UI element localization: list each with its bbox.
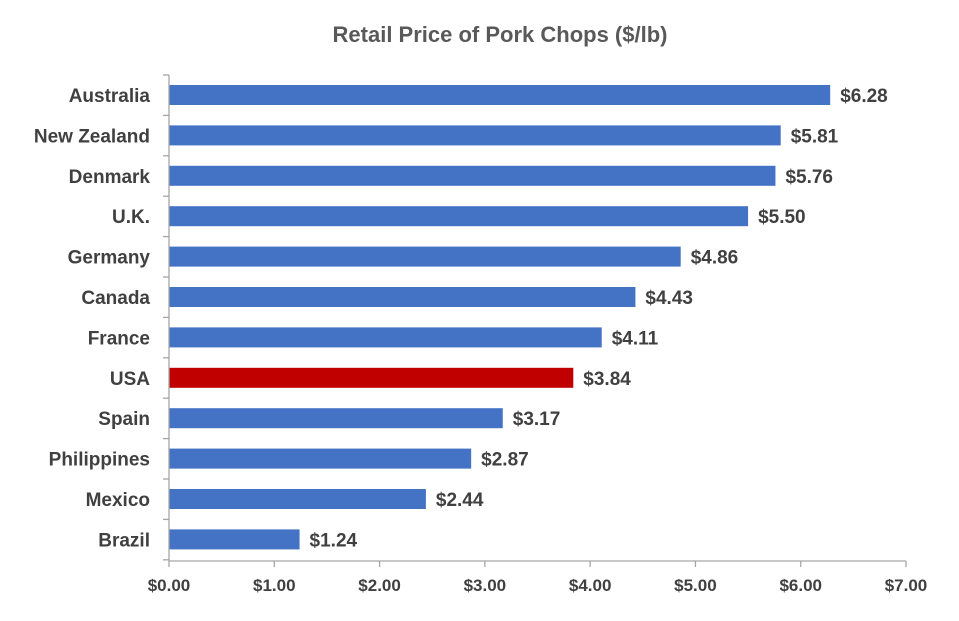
value-label-new-zealand: $5.81 xyxy=(791,126,839,147)
bar-germany xyxy=(169,246,681,267)
value-label-france: $4.11 xyxy=(612,328,659,349)
x-tick-label: $3.00 xyxy=(464,576,507,595)
bar-france xyxy=(169,327,602,348)
bar-brazil xyxy=(169,529,300,550)
value-label-germany: $4.86 xyxy=(691,248,739,269)
bar-philippines xyxy=(169,448,472,469)
category-label-denmark: Denmark xyxy=(69,167,151,188)
category-label-philippines: Philippines xyxy=(49,450,150,471)
bar-u-k xyxy=(169,206,749,227)
bar-denmark xyxy=(169,165,776,186)
bars-layer: Australia $6.28 New Zealand $5.81 Denmark $5.… xyxy=(34,85,888,551)
bar-new-zealand xyxy=(169,125,781,146)
category-label-germany: Germany xyxy=(68,248,151,269)
value-label-australia: $6.28 xyxy=(840,86,888,107)
value-label-u-k: $5.50 xyxy=(758,207,806,228)
category-label-u-k: U.K. xyxy=(112,207,150,228)
value-label-philippines: $2.87 xyxy=(481,450,529,471)
category-label-canada: Canada xyxy=(81,288,150,309)
category-label-new-zealand: New Zealand xyxy=(34,126,150,147)
bar-canada xyxy=(169,287,636,307)
value-label-usa: $3.84 xyxy=(583,369,631,390)
value-label-denmark: $5.76 xyxy=(785,167,833,188)
value-label-spain: $3.17 xyxy=(513,409,561,430)
x-tick-label: $2.00 xyxy=(358,576,401,595)
value-label-mexico: $2.44 xyxy=(436,490,484,511)
category-label-spain: Spain xyxy=(98,409,150,430)
axes-layer: $0.00 $1.00 $2.00 $3.00 $4.00 $5.00 $6.00 $7.00 xyxy=(148,74,928,595)
value-label-brazil: $1.24 xyxy=(310,530,358,551)
category-label-brazil: Brazil xyxy=(98,530,150,551)
category-label-mexico: Mexico xyxy=(86,490,150,511)
x-tick-label: $7.00 xyxy=(885,576,928,595)
bar-usa xyxy=(169,367,574,388)
chart-title: Retail Price of Pork Chops ($/lb) xyxy=(333,22,668,47)
x-tick-label: $0.00 xyxy=(148,576,191,595)
category-label-france: France xyxy=(88,328,150,349)
x-tick-label: $4.00 xyxy=(569,576,612,595)
x-tick-label: $1.00 xyxy=(253,576,296,595)
bar-spain xyxy=(169,408,503,429)
x-tick-label: $5.00 xyxy=(674,576,717,595)
x-tick-label: $6.00 xyxy=(779,576,822,595)
bar-mexico xyxy=(169,489,426,509)
category-label-australia: Australia xyxy=(69,86,151,107)
value-label-canada: $4.43 xyxy=(645,288,693,309)
bar-australia xyxy=(169,85,831,105)
category-label-usa: USA xyxy=(110,369,150,390)
